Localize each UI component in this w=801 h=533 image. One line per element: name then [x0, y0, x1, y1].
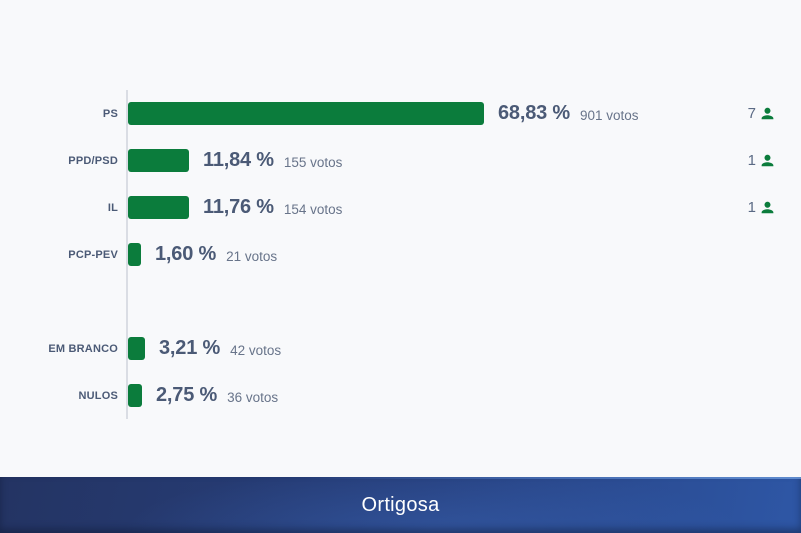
party-label: PCP-PEV [68, 248, 118, 261]
party-label: EM BRANCO [48, 342, 118, 355]
result-bar [128, 384, 142, 407]
mandates-count: 1 [747, 152, 756, 169]
hidden-rows-gap [0, 278, 801, 325]
result-row: PCP-PEV 1,60 % 21 votos [0, 231, 801, 278]
mandates: 1 [748, 152, 801, 169]
party-label: PS [102, 107, 118, 120]
percent-label: 11,84 % [203, 149, 274, 171]
party-label: PPD/PSD [68, 154, 118, 167]
votes-label: 21 votos [226, 248, 278, 264]
person-icon [759, 199, 776, 216]
person-icon [759, 152, 776, 169]
votes-label: 155 votos [283, 154, 343, 170]
party-label: NULOS [78, 389, 118, 402]
mandates: 1 [748, 199, 801, 216]
result-bar [128, 196, 189, 219]
result-row: NULOS 2,75 % 36 votos [0, 372, 801, 419]
location-banner: Ortigosa [0, 477, 801, 533]
votes-label: 901 votos [580, 107, 639, 123]
votes-label: 154 votos [283, 201, 343, 217]
mandates: 7 [748, 105, 801, 122]
percent-label: 2,75 % [156, 384, 218, 406]
votes-label: 42 votos [230, 342, 282, 358]
result-bar [128, 243, 141, 266]
election-bar-chart: PS 68,83 % 901 votos 7 PPD/PSD 11,84 % 155 vot… [0, 90, 801, 419]
percent-label: 11,76 % [203, 196, 274, 218]
percent-label: 3,21 % [159, 337, 221, 359]
result-bar [128, 337, 145, 360]
percent-label: 68,83 % [498, 102, 570, 124]
result-row: EM BRANCO 3,21 % 42 votos [0, 325, 801, 372]
result-bar [128, 102, 484, 125]
result-row: PPD/PSD 11,84 % 155 votos 1 [0, 137, 801, 184]
location-title: Ortigosa [361, 493, 440, 516]
percent-label: 1,60 % [155, 243, 217, 265]
party-label: IL [107, 201, 118, 214]
result-bar [128, 149, 189, 172]
result-row: IL 11,76 % 154 votos 1 [0, 184, 801, 231]
result-row: PS 68,83 % 901 votos 7 [0, 90, 801, 137]
axis-line [126, 90, 128, 419]
votes-label: 36 votos [227, 389, 279, 405]
mandates-count: 7 [747, 105, 756, 122]
person-icon [759, 105, 776, 122]
chart-rows: PS 68,83 % 901 votos 7 PPD/PSD 11,84 % 155 vot… [0, 90, 801, 419]
mandates-count: 1 [747, 199, 756, 216]
